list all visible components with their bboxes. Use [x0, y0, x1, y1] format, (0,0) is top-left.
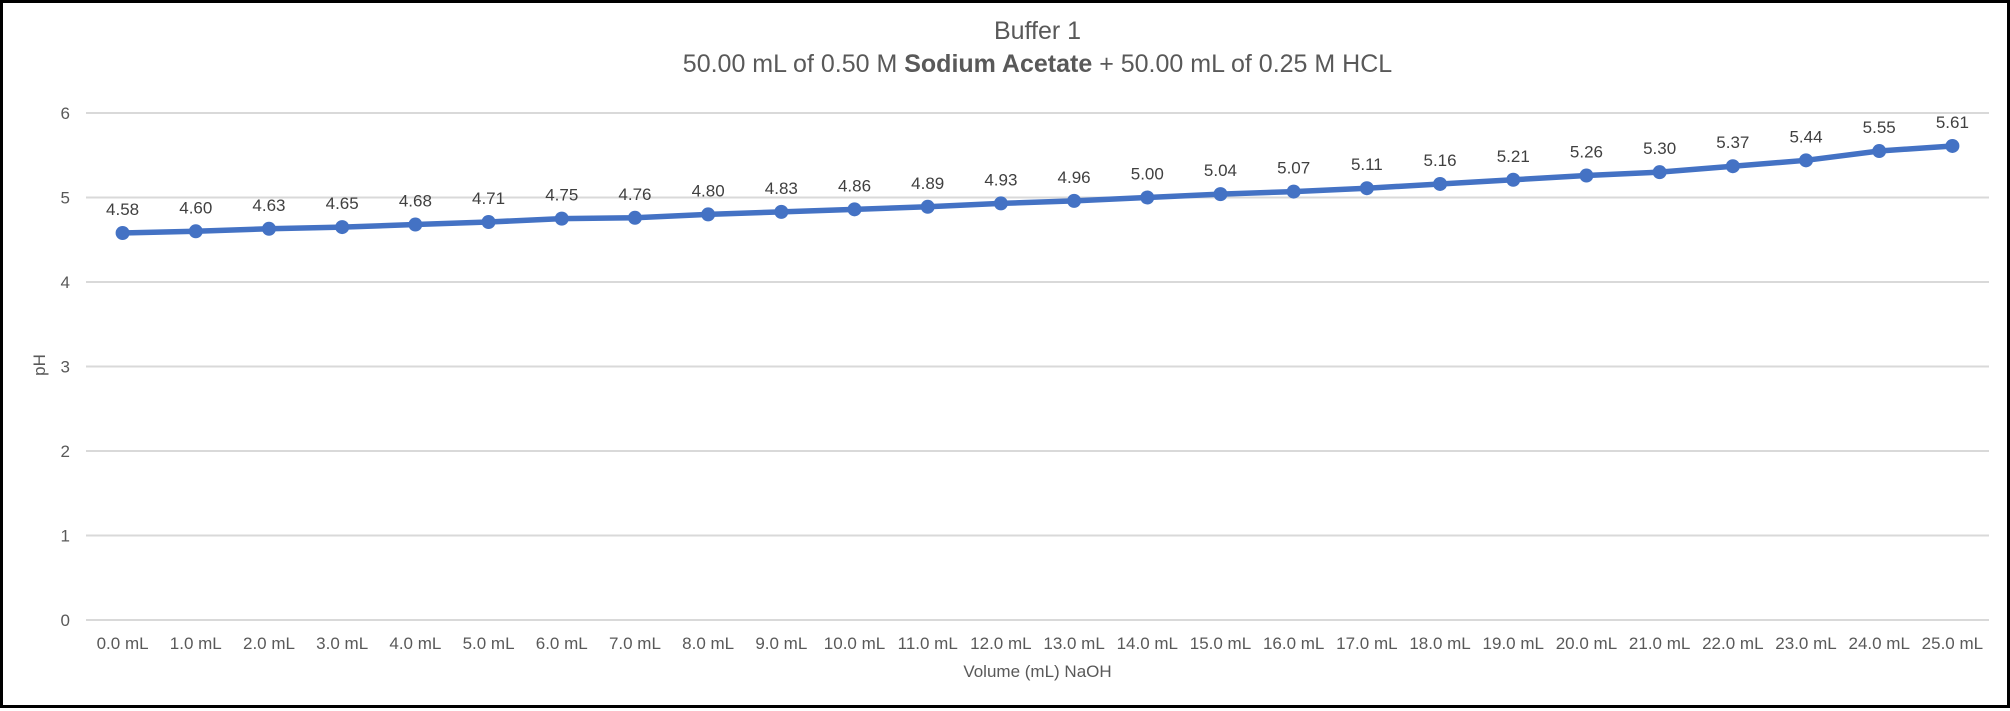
data-point-label: 4.86	[838, 176, 871, 195]
data-point-label: 5.26	[1570, 143, 1603, 162]
x-tick-label: 6.0 mL	[536, 634, 588, 653]
data-point-marker	[1945, 138, 1960, 153]
data-point-label: 4.58	[106, 200, 139, 219]
x-tick-label: 23.0 mL	[1775, 634, 1836, 653]
data-point-marker	[1579, 168, 1594, 183]
data-point-label: 4.65	[326, 194, 359, 213]
data-point-marker	[1140, 190, 1155, 205]
x-tick-label: 18.0 mL	[1409, 634, 1470, 653]
data-point-label: 5.37	[1716, 133, 1749, 152]
x-tick-label: 11.0 mL	[898, 634, 958, 653]
x-tick-label: 16.0 mL	[1263, 634, 1324, 653]
data-point-label: 4.63	[252, 196, 285, 215]
x-tick-label: 20.0 mL	[1556, 634, 1617, 653]
x-tick-label: 10.0 mL	[824, 634, 885, 653]
line-chart-plot: 0 1 2 3 4 5 6 0.0 mL 1.0 mL 2.0 mL 3.0 mL 4.0 mL 5.0…	[61, 104, 1989, 653]
data-point-marker	[993, 196, 1008, 211]
y-tick-label-6: 6	[61, 104, 70, 123]
data-point-label: 4.71	[472, 189, 505, 208]
data-point-label: 4.83	[765, 179, 798, 198]
data-point-marker	[261, 221, 276, 236]
data-point-label: 4.80	[692, 181, 725, 200]
data-point-marker	[554, 211, 569, 226]
x-tick-label: 22.0 mL	[1702, 634, 1763, 653]
data-point-label: 4.76	[618, 185, 651, 204]
x-tick-label: 7.0 mL	[609, 634, 661, 653]
x-tick-label: 13.0 mL	[1043, 634, 1104, 653]
x-tick-label: 5.0 mL	[463, 634, 515, 653]
data-point-marker	[1725, 159, 1740, 174]
data-point-label: 5.04	[1204, 161, 1237, 180]
data-point-marker	[1433, 176, 1448, 191]
data-point-marker	[1506, 172, 1521, 187]
x-tick-label: 1.0 mL	[170, 634, 222, 653]
y-tick-label-4: 4	[61, 273, 70, 292]
x-tick-label: 9.0 mL	[755, 634, 807, 653]
data-point-marker	[115, 225, 130, 240]
data-point-marker	[774, 204, 789, 219]
data-point-label: 5.16	[1424, 151, 1457, 170]
data-point-marker	[847, 202, 862, 217]
chart-subtitle: 50.00 mL of 0.50 M Sodium Acetate + 50.0…	[86, 48, 1989, 81]
x-tick-label: 21.0 mL	[1629, 634, 1690, 653]
y-tick-label-5: 5	[61, 189, 70, 208]
data-point-label: 5.30	[1643, 139, 1676, 158]
x-tick-label: 24.0 mL	[1848, 634, 1909, 653]
data-point-marker	[335, 220, 350, 235]
y-tick-label-2: 2	[61, 442, 70, 461]
data-point-label: 4.60	[179, 198, 212, 217]
x-tick-label: 4.0 mL	[389, 634, 441, 653]
subtitle-bold: Sodium Acetate	[904, 50, 1093, 78]
y-tick-label-1: 1	[61, 527, 70, 546]
data-point-marker	[1652, 165, 1667, 180]
series-line	[119, 143, 1956, 236]
data-point-label: 5.11	[1351, 155, 1383, 174]
x-tick-label: 14.0 mL	[1117, 634, 1178, 653]
subtitle-prefix: 50.00 mL of 0.50 M	[682, 50, 905, 78]
data-point-label: 4.93	[984, 170, 1017, 189]
chart-title: Buffer 1	[993, 17, 1082, 45]
x-tick-label: 2.0 mL	[243, 634, 295, 653]
data-point-marker	[627, 210, 642, 225]
x-axis-title: Volume (mL) NaOH	[963, 662, 1112, 681]
x-tick-label: 25.0 mL	[1922, 634, 1983, 653]
chart-title-block: Buffer 1 50.00 mL of 0.50 M Sodium Aceta…	[86, 15, 1989, 81]
data-point-label: 4.89	[911, 174, 944, 193]
data-point-label: 4.75	[545, 186, 578, 205]
data-point-marker	[408, 217, 423, 232]
data-point-label: 5.21	[1497, 147, 1530, 166]
x-tick-label: 17.0 mL	[1336, 634, 1397, 653]
data-point-marker	[1799, 153, 1814, 168]
data-point-label: 5.61	[1936, 113, 1969, 132]
y-axis-title-text: pH	[30, 354, 49, 376]
data-point-marker	[481, 215, 496, 230]
y-tick-label-3: 3	[61, 358, 70, 377]
y-tick-label-0: 0	[61, 611, 70, 630]
data-point-marker	[1067, 193, 1082, 208]
x-tick-label: 8.0 mL	[682, 634, 734, 653]
data-point-label: 4.96	[1058, 168, 1091, 187]
x-tick-label: 19.0 mL	[1483, 634, 1544, 653]
data-point-label: 5.07	[1277, 159, 1310, 178]
data-point-marker	[1286, 184, 1301, 199]
data-point-label: 5.44	[1789, 127, 1822, 146]
x-tick-label: 15.0 mL	[1190, 634, 1251, 653]
x-tick-label: 12.0 mL	[970, 634, 1031, 653]
data-point-marker	[188, 224, 203, 239]
subtitle-suffix: + 50.00 mL of 0.25 M HCL	[1092, 50, 1393, 78]
data-point-label: 5.00	[1131, 165, 1164, 184]
x-tick-label: 3.0 mL	[316, 634, 368, 653]
data-point-marker	[1213, 187, 1228, 202]
x-tick-label: 0.0 mL	[97, 634, 149, 653]
data-point-label: 4.68	[399, 192, 432, 211]
data-point-marker	[1359, 181, 1374, 196]
data-point-marker	[920, 199, 935, 214]
data-point-marker	[701, 207, 716, 222]
data-point-marker	[1872, 144, 1887, 159]
data-point-label: 5.55	[1863, 118, 1896, 137]
